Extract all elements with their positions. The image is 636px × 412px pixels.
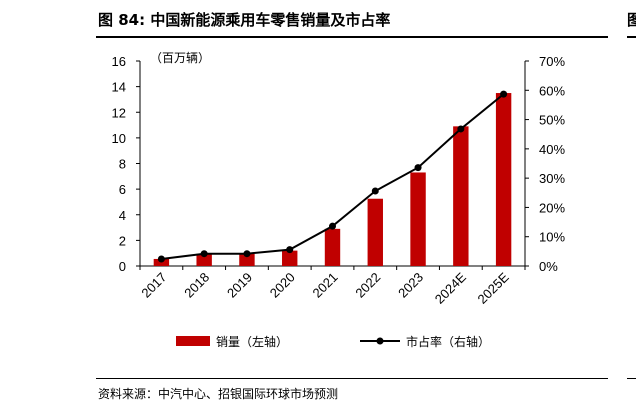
bar — [453, 126, 469, 266]
unit-label: （百万辆） — [150, 51, 210, 65]
x-tick-label: 2021 — [310, 270, 341, 301]
line-point — [500, 90, 508, 98]
right-tick-label: 60% — [539, 83, 565, 98]
bar — [367, 198, 383, 266]
bar — [239, 253, 255, 266]
left-tick-label: 14 — [112, 80, 126, 95]
line-point — [457, 125, 465, 133]
left-tick-label: 12 — [112, 105, 126, 120]
x-tick-label: 2024E — [432, 269, 469, 306]
bar — [196, 253, 212, 266]
left-tick-label: 6 — [119, 182, 126, 197]
bar — [153, 258, 170, 266]
legend: 销量（左轴） 市占率（右轴） — [176, 334, 490, 349]
line-point — [286, 246, 294, 254]
title-rule — [96, 36, 608, 38]
line-point — [414, 164, 422, 172]
bar — [410, 172, 426, 266]
next-figure-title-fragment: 图 — [627, 11, 636, 29]
bar — [324, 228, 341, 266]
line-point — [157, 255, 165, 263]
right-tick-label: 50% — [539, 113, 565, 128]
x-tick-label: 2022 — [352, 270, 383, 301]
x-tick-label: 2019 — [224, 270, 255, 301]
bar — [495, 93, 512, 266]
legend-line-label: 市占率（右轴） — [406, 334, 490, 349]
left-tick-label: 2 — [119, 233, 126, 248]
right-tick-label: 40% — [539, 142, 565, 157]
x-tick-label: 2025E — [475, 269, 512, 306]
right-tick-label: 10% — [539, 230, 565, 245]
right-tick-label: 0% — [539, 259, 558, 274]
right-tick-label: 20% — [539, 200, 565, 215]
line-point — [200, 250, 208, 258]
left-tick-label: 4 — [119, 208, 126, 223]
line-point — [243, 250, 251, 258]
left-tick-label: 10 — [112, 131, 126, 146]
right-tick-label: 70% — [539, 54, 565, 69]
legend-bar-label: 销量（左轴） — [216, 334, 288, 349]
next-figure-rule — [627, 36, 636, 38]
bar — [282, 250, 298, 266]
legend-line-marker — [376, 337, 384, 345]
source-note: 资料来源：中汽中心、招银国际环球市场预测 — [98, 387, 339, 401]
bar-series — [153, 93, 512, 266]
x-axis-ticks: 2017 2018 2019 2020 2021 2022 2023 2024E 2025E — [138, 266, 526, 307]
left-tick-label: 16 — [112, 54, 126, 69]
x-tick-label: 2023 — [395, 270, 426, 301]
next-figure-footer-rule — [627, 378, 636, 379]
line-series — [157, 90, 508, 263]
x-tick-label: 2020 — [267, 270, 298, 301]
legend-bar-swatch — [176, 336, 210, 346]
left-tick-label: 8 — [119, 157, 126, 172]
line-point — [329, 222, 336, 230]
x-tick-label: 2018 — [181, 270, 212, 301]
left-tick-label: 0 — [119, 259, 126, 274]
line-point — [371, 187, 379, 195]
figure-title: 图 84: 中国新能源乘用车零售销量及市占率 — [98, 11, 391, 29]
right-axis-ticks: 0% 10% 20% 30% 40% 50% 60% 70% — [525, 54, 565, 274]
left-axis-ticks: 0 2 4 6 8 10 12 14 16 — [112, 54, 140, 274]
x-tick-label: 2017 — [138, 270, 169, 301]
right-tick-label: 30% — [539, 171, 565, 186]
footer-rule — [96, 378, 608, 379]
